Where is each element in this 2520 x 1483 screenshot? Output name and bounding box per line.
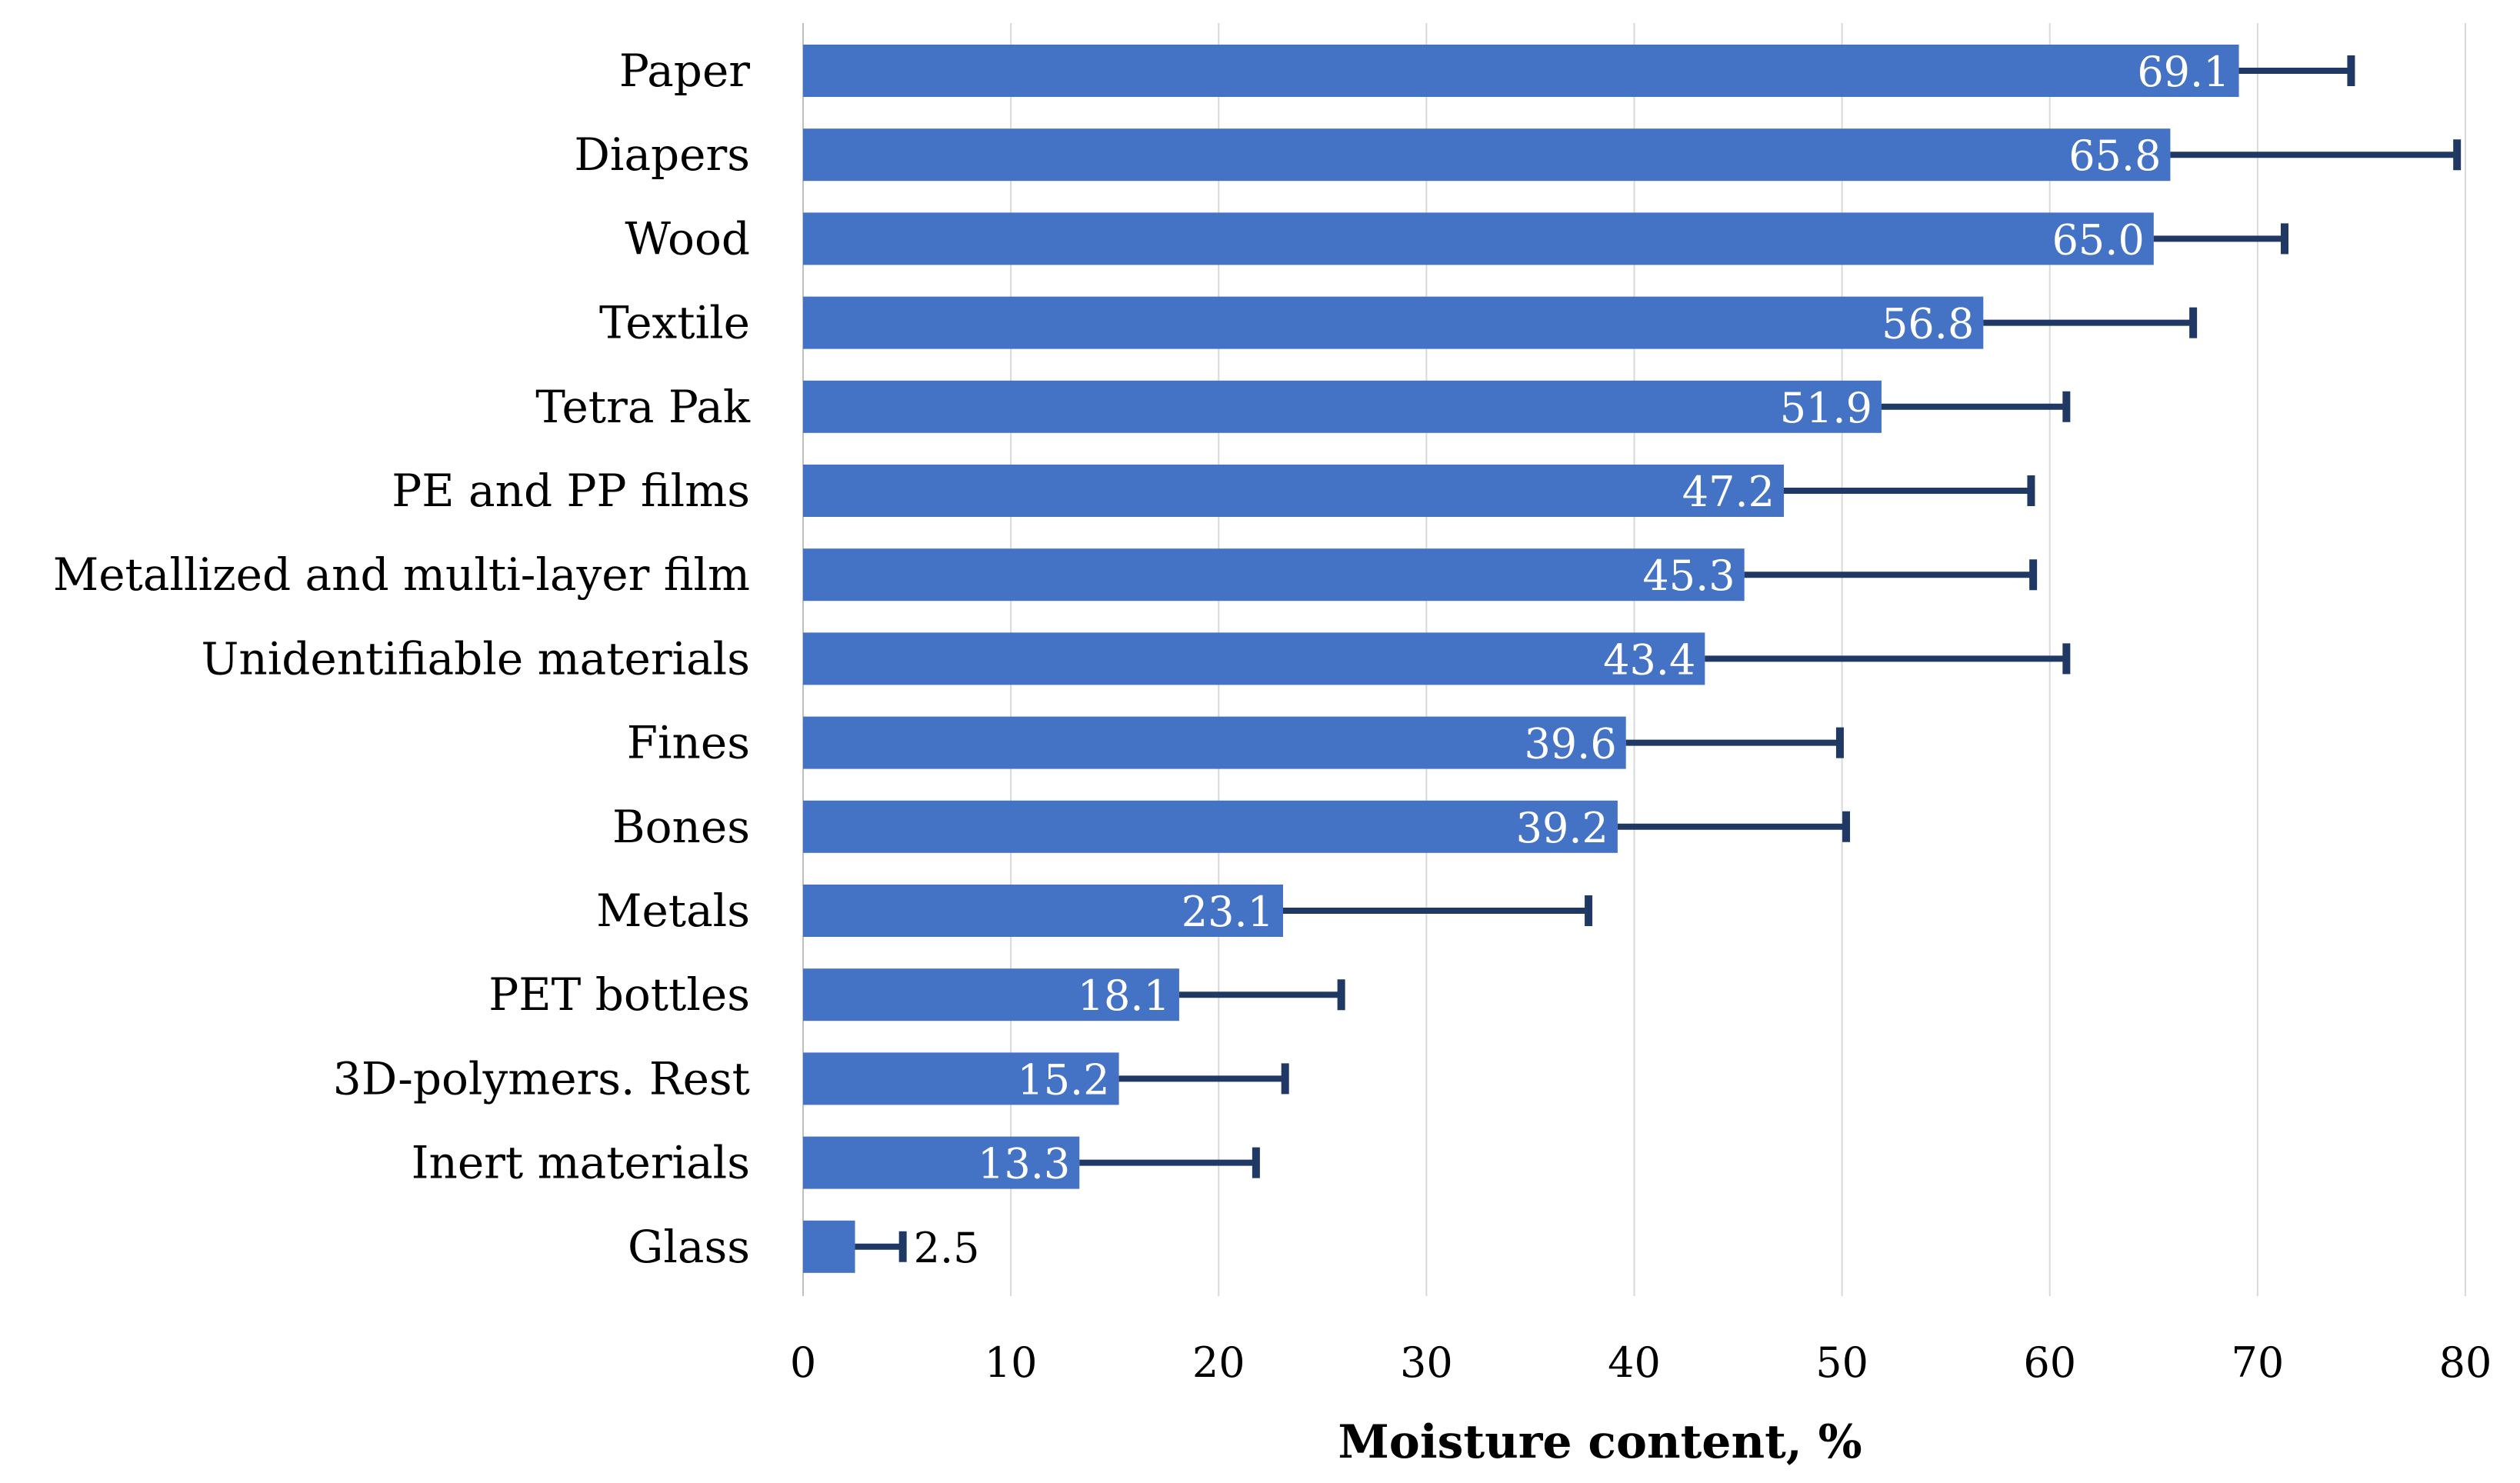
category-label-13: Inert materials <box>412 1137 750 1189</box>
data-label-8: 39.6 <box>1524 720 1616 768</box>
data-labels: 69.1 65.8 65.0 56.851.947.2 45.3 43.4 39.6 39.2… <box>914 48 2230 1272</box>
category-labels: Paper Diapers Wood Textile Tetra Pak PE and P… <box>53 45 751 1273</box>
bar-2 <box>803 212 2154 265</box>
category-label-9: Bones <box>612 801 750 853</box>
bars <box>803 45 2239 1273</box>
bar-8 <box>803 716 1626 769</box>
data-label-10: 23.1 <box>1182 888 1274 936</box>
x-tick-label: 50 <box>1815 1338 1868 1387</box>
x-tick-label: 30 <box>1400 1338 1453 1387</box>
category-label-1: Diapers <box>574 128 750 181</box>
x-axis-title: Moisture content, % <box>1338 1415 1862 1469</box>
bar-5 <box>803 465 1784 517</box>
category-label-6: Metallized and multi-layer film <box>53 548 750 601</box>
category-label-11: PET bottles <box>488 968 750 1021</box>
category-label-0: Paper <box>619 45 750 97</box>
data-label-6: 45.3 <box>1642 552 1735 600</box>
data-label-3: 56.8 <box>1882 300 1974 348</box>
bar-6 <box>803 548 1745 602</box>
data-label-4: 51.9 <box>1780 384 1872 432</box>
x-tick-label: 0 <box>790 1338 816 1387</box>
x-tick-label: 70 <box>2232 1338 2285 1387</box>
bar-3 <box>803 296 1984 349</box>
category-label-2: Wood <box>625 212 750 265</box>
bar-12 <box>803 1052 1119 1105</box>
category-label-3: Textile <box>599 297 750 349</box>
x-tick-label: 40 <box>1608 1338 1661 1387</box>
error-bars <box>855 55 2462 1262</box>
data-label-11: 18.1 <box>1078 971 1170 1020</box>
data-label-2: 65.0 <box>2052 215 2145 264</box>
bar-14 <box>803 1220 855 1273</box>
data-label-7: 43.4 <box>1603 635 1695 684</box>
bar-4 <box>803 380 1882 433</box>
bar-1 <box>803 128 2171 182</box>
category-label-7: Unidentifiable materials <box>201 632 750 685</box>
data-label-0: 69.1 <box>2137 48 2229 96</box>
data-label-12: 15.2 <box>1017 1055 1109 1104</box>
category-label-4: Tetra Pak <box>535 381 751 433</box>
x-tick-labels: 0 10 20 30 40 50 60 70 80 <box>790 1338 2492 1387</box>
data-label-14: 2.5 <box>914 1224 980 1272</box>
category-label-10: Metals <box>596 885 750 937</box>
x-tick-label: 80 <box>2439 1338 2492 1387</box>
data-label-13: 13.3 <box>978 1140 1070 1188</box>
data-label-1: 65.8 <box>2068 132 2161 180</box>
x-tick-label: 20 <box>1192 1338 1245 1387</box>
data-label-5: 47.2 <box>1682 468 1775 516</box>
category-label-5: PE and PP films <box>392 465 750 517</box>
bar-0 <box>803 45 2239 97</box>
data-label-9: 39.2 <box>1516 804 1608 852</box>
bar-11 <box>803 968 1179 1021</box>
category-label-14: Glass <box>628 1221 750 1273</box>
category-label-12: 3D-polymers. Rest <box>333 1052 750 1105</box>
bar-7 <box>803 632 1705 685</box>
x-tick-label: 10 <box>985 1338 1038 1387</box>
bar-13 <box>803 1136 1080 1189</box>
category-label-8: Fines <box>627 717 750 769</box>
x-tick-label: 60 <box>2023 1338 2076 1387</box>
bar-10 <box>803 885 1283 937</box>
bar-9 <box>803 800 1618 853</box>
